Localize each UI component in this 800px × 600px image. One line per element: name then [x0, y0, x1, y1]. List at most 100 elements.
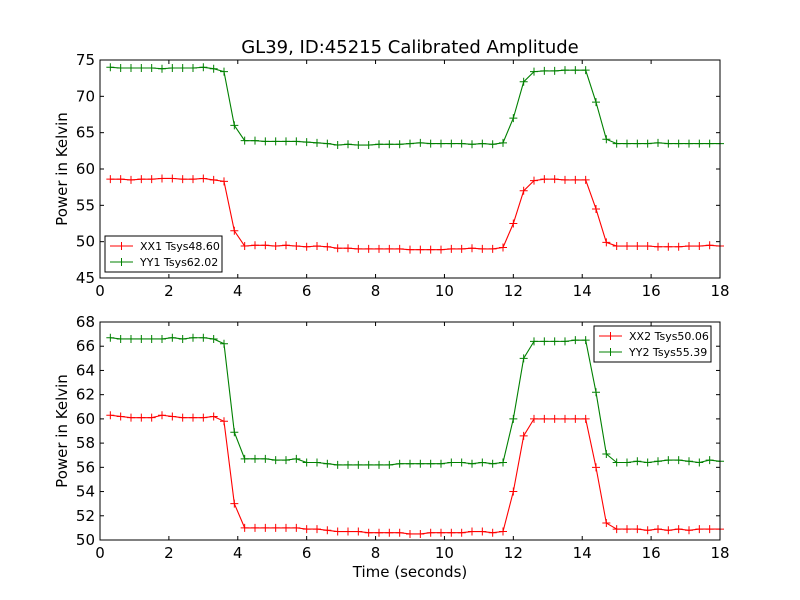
x-tick-label: 12	[504, 544, 523, 562]
data-point	[488, 528, 497, 537]
data-point	[571, 66, 580, 75]
data-point	[395, 528, 404, 537]
data-point	[106, 333, 115, 342]
x-tick-label: 4	[233, 544, 243, 562]
data-point	[447, 458, 456, 467]
data-point	[581, 414, 590, 423]
data-point	[313, 242, 321, 251]
data-point	[158, 334, 166, 343]
data-point	[302, 458, 311, 467]
data-point	[282, 523, 290, 532]
data-point	[457, 458, 466, 467]
y-tick-label: 55	[76, 196, 95, 214]
data-point	[395, 459, 404, 468]
data-point	[685, 457, 693, 466]
data-point	[426, 528, 435, 537]
x-tick-label: 2	[164, 282, 174, 300]
data-point	[592, 463, 600, 472]
data-point	[385, 140, 394, 149]
y-tick-label: 62	[76, 386, 95, 404]
x-tick-label: 16	[642, 544, 661, 562]
data-point	[664, 526, 673, 535]
series-markers-2	[106, 63, 724, 150]
data-point	[127, 334, 135, 343]
data-point	[364, 460, 373, 469]
y-tick-label: 52	[76, 507, 95, 525]
data-point	[468, 459, 476, 468]
data-point	[127, 63, 135, 72]
data-point	[623, 242, 631, 251]
data-point	[437, 528, 445, 537]
data-point	[189, 333, 197, 342]
data-point	[313, 525, 321, 534]
x-tick-label: 6	[302, 544, 312, 562]
y-tick-label: 60	[76, 410, 95, 428]
data-point	[437, 245, 445, 254]
data-point	[592, 388, 600, 397]
legend-label: XX1 Tsys48.60	[140, 240, 220, 253]
data-point	[106, 63, 115, 72]
data-point	[116, 63, 125, 72]
data-point	[643, 458, 652, 467]
data-point	[385, 528, 394, 537]
data-point	[147, 175, 156, 184]
data-point	[168, 333, 177, 342]
data-point	[571, 336, 580, 345]
data-point	[509, 414, 518, 423]
data-point	[633, 242, 642, 251]
data-point	[199, 333, 208, 342]
data-point	[354, 460, 363, 469]
data-point	[519, 354, 528, 363]
data-point	[354, 244, 363, 253]
data-point	[385, 460, 394, 469]
data-point	[478, 527, 487, 536]
data-point	[457, 139, 466, 148]
y-tick-label: 65	[76, 124, 95, 142]
data-point	[488, 459, 497, 468]
y-axis-label: Power in Kelvin	[53, 374, 71, 488]
x-tick-label: 8	[371, 544, 381, 562]
data-point	[664, 139, 673, 148]
data-point	[147, 63, 156, 72]
data-point	[271, 242, 280, 251]
series-markers-2	[106, 333, 724, 469]
data-point	[478, 139, 487, 148]
data-point	[530, 414, 538, 423]
data-point	[581, 175, 590, 184]
legend-box	[104, 235, 223, 273]
data-point	[654, 525, 662, 534]
data-point	[375, 528, 383, 537]
x-tick-label: 18	[710, 282, 729, 300]
data-point	[457, 244, 466, 253]
data-point	[540, 175, 549, 184]
data-point	[209, 334, 218, 343]
data-point	[199, 174, 208, 183]
data-point	[220, 177, 228, 186]
data-point	[406, 139, 414, 148]
data-point	[127, 413, 135, 422]
x-tick-label: 18	[710, 544, 729, 562]
data-point	[240, 136, 249, 145]
legend-marker	[117, 242, 126, 250]
legend-marker	[606, 348, 615, 356]
data-point	[364, 141, 373, 150]
legend-label: YY2 Tsys55.39	[628, 346, 707, 359]
data-point	[643, 139, 652, 148]
data-point	[137, 334, 146, 343]
data-point	[230, 499, 239, 508]
data-point	[292, 242, 301, 251]
y-tick-label: 54	[76, 483, 95, 501]
data-point	[612, 139, 621, 148]
data-point	[189, 413, 197, 422]
data-point	[344, 527, 352, 536]
legend-label: YY1 Tsys62.02	[139, 256, 218, 269]
data-point	[178, 175, 187, 184]
data-point	[354, 141, 363, 150]
data-point	[426, 459, 435, 468]
chart-title: GL39, ID:45215 Calibrated Amplitude	[241, 37, 579, 58]
data-point	[437, 139, 445, 148]
data-point	[116, 334, 125, 343]
data-point	[623, 525, 631, 534]
data-point	[509, 114, 518, 123]
